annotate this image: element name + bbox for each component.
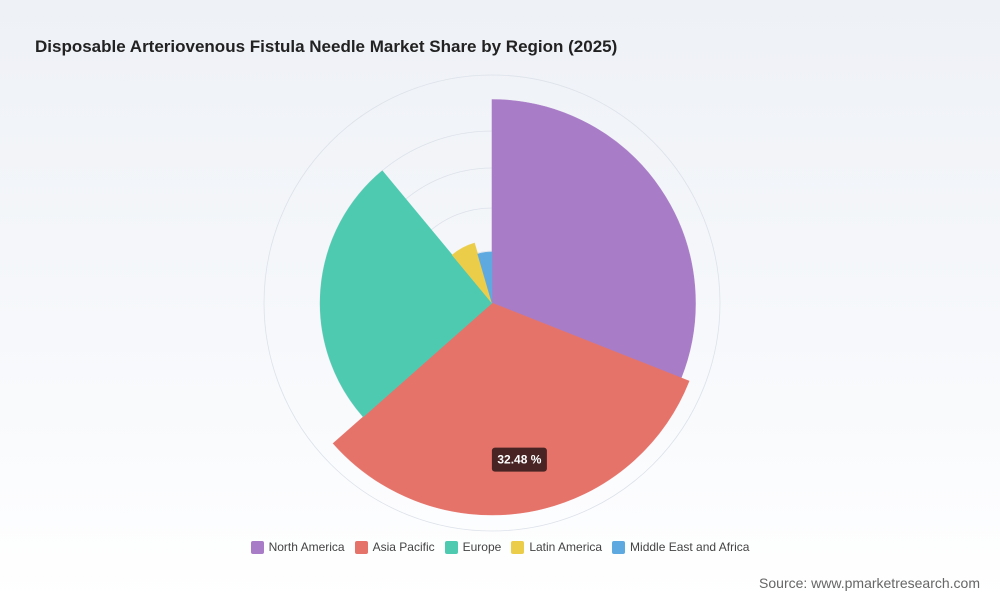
tooltip-label: 32.48 %	[497, 453, 541, 467]
legend-label: Latin America	[529, 540, 603, 554]
chart-title: Disposable Arteriovenous Fistula Needle …	[35, 37, 618, 56]
slice-latin-america[interactable]	[451, 242, 493, 304]
slice-north-america[interactable]	[491, 99, 696, 379]
legend-item-europe[interactable]: Europe	[444, 540, 502, 554]
legend-swatch	[612, 540, 626, 554]
slice-asia-pacific[interactable]	[332, 302, 690, 516]
legend: North America Asia Pacific Europe Latin Ame…	[0, 540, 1000, 554]
tooltip: 32.48 %	[491, 447, 547, 472]
tooltip-box	[491, 447, 547, 472]
legend-item-asia-pacific[interactable]: Asia Pacific	[354, 540, 435, 554]
source-credit: Source: www.pmarketresearch.com	[759, 575, 980, 591]
legend-item-north-america[interactable]: North America	[250, 540, 345, 554]
grid-ring	[263, 74, 721, 532]
legend-swatch	[250, 540, 264, 554]
legend-swatch	[444, 540, 458, 554]
slice-middle-east-and-africa[interactable]	[477, 251, 493, 304]
slice-europe[interactable]	[319, 170, 493, 418]
legend-label: Middle East and Africa	[630, 540, 750, 554]
rose-slices	[319, 99, 696, 516]
legend-label: Asia Pacific	[372, 540, 435, 554]
legend-label: Europe	[462, 540, 502, 554]
legend-label: North America	[268, 540, 345, 554]
legend-item-middle-east-and-africa[interactable]: Middle East and Africa	[612, 540, 749, 554]
legend-item-latin-america[interactable]: Latin America	[511, 540, 602, 554]
legend-swatch	[354, 540, 368, 554]
legend-swatch	[511, 540, 525, 554]
